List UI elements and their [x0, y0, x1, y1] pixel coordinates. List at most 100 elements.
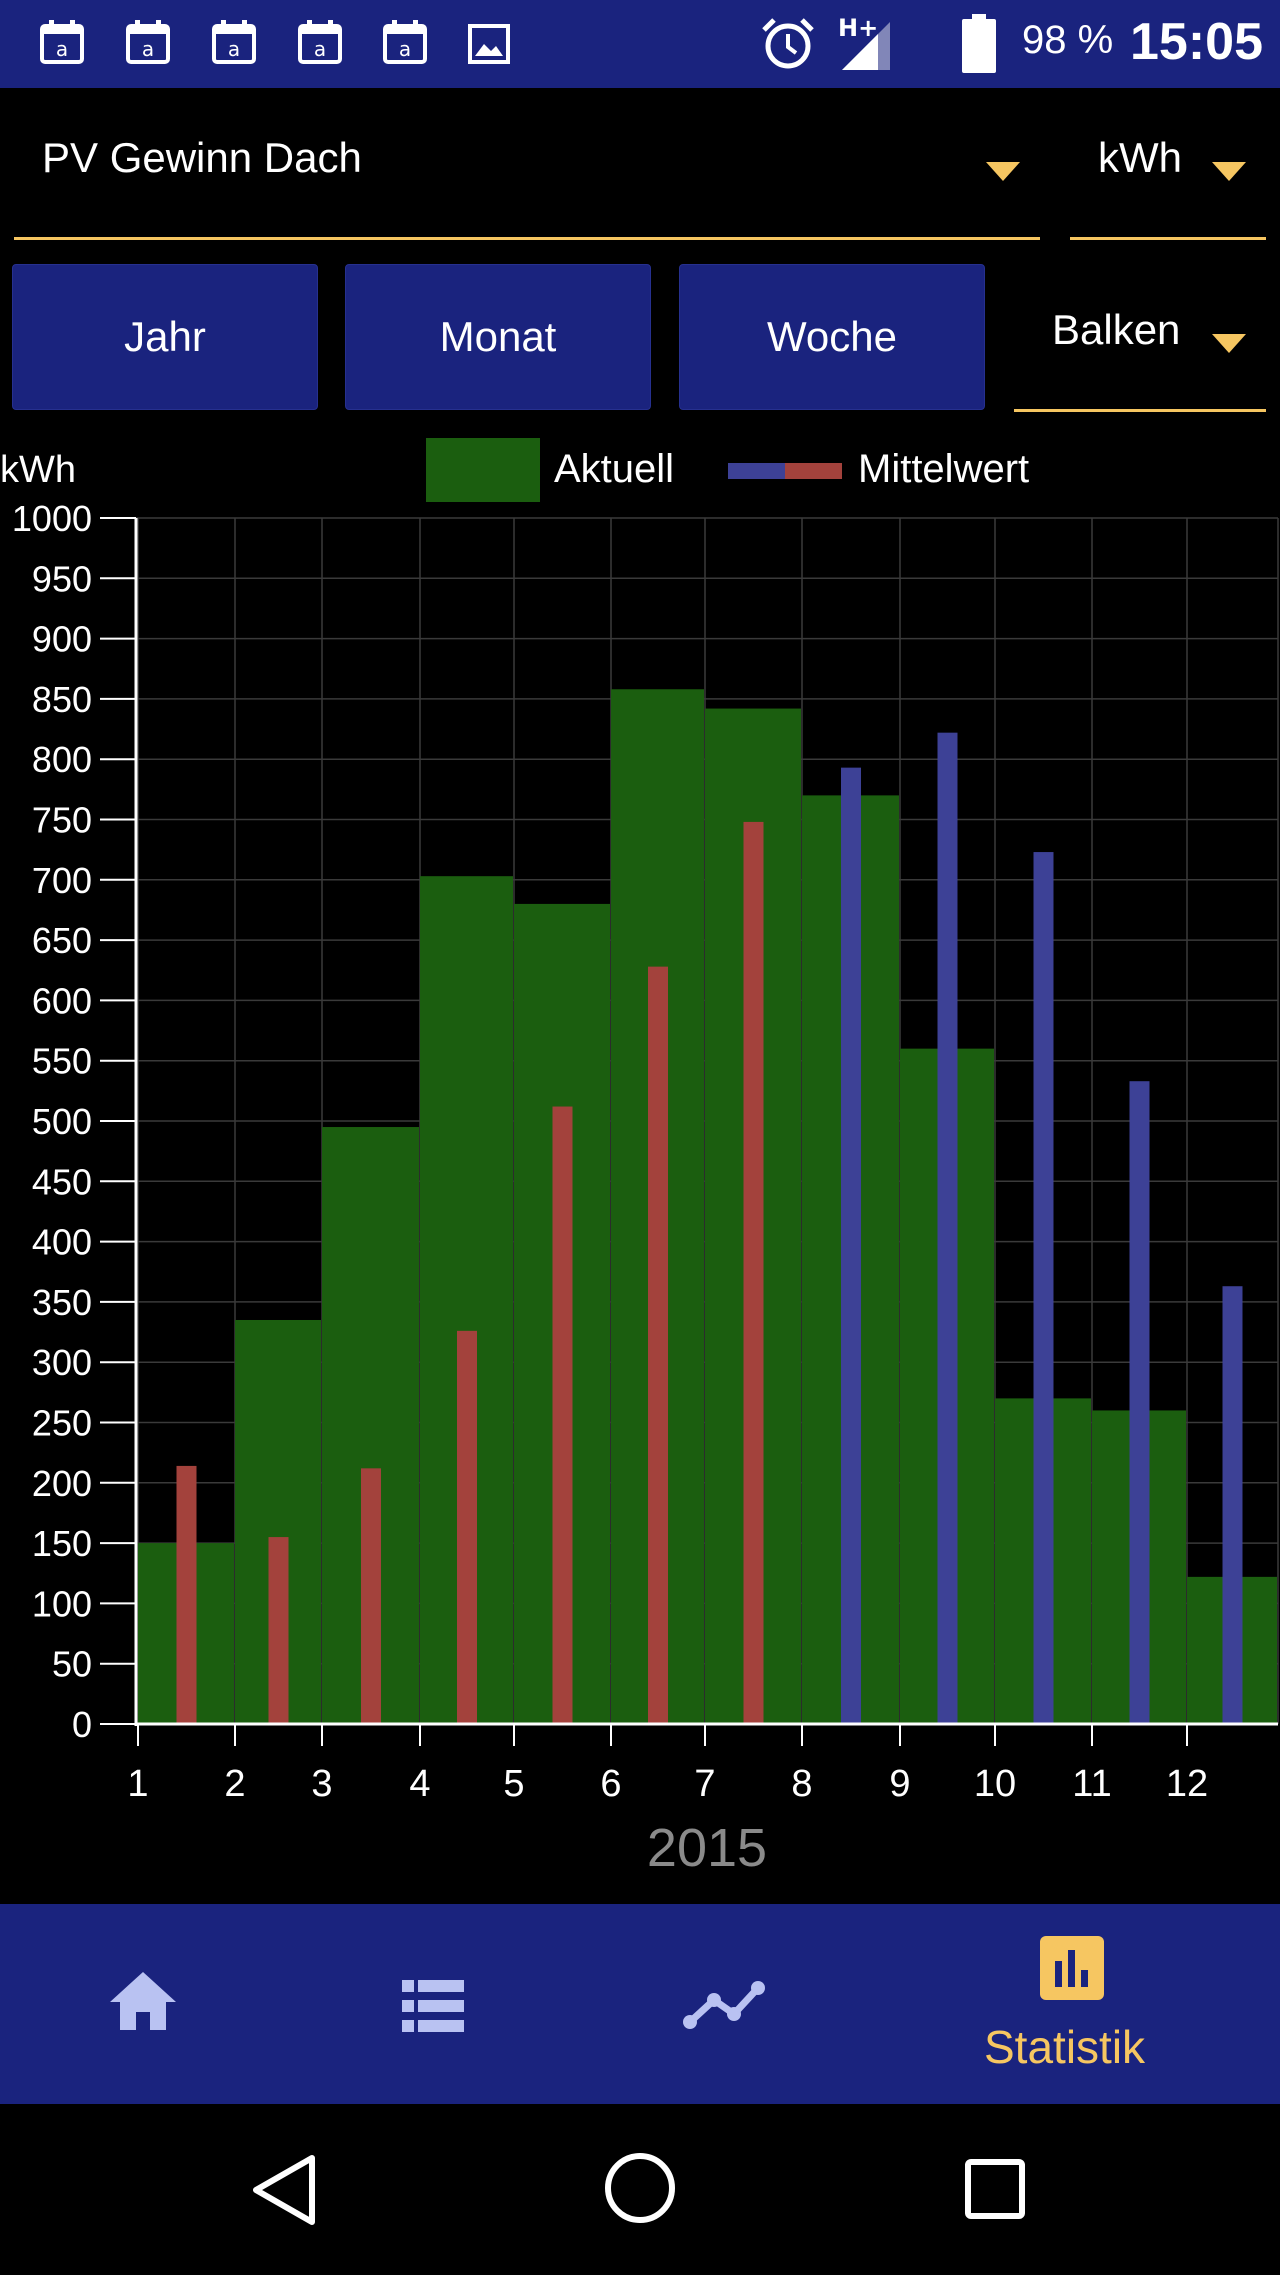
calendar-icon: a: [126, 20, 170, 64]
x-tick-label: 9: [889, 1763, 910, 1805]
svg-text:a: a: [56, 37, 68, 61]
svg-text:a: a: [228, 37, 240, 61]
y-tick-label: 450: [32, 1161, 92, 1202]
bar-mittelwert: [937, 732, 958, 1724]
battery-icon: [962, 14, 996, 73]
bar-mittelwert: [1222, 1286, 1243, 1724]
signal-icon: H+: [838, 14, 890, 70]
bar-mittelwert: [457, 1330, 477, 1724]
y-tick-label: 1000: [12, 498, 92, 539]
list-icon: [402, 1980, 464, 2032]
week-button[interactable]: Woche: [679, 264, 985, 410]
svg-text:a: a: [399, 37, 411, 61]
y-tick-label: 150: [32, 1523, 92, 1564]
chevron-down-icon: [1212, 162, 1246, 181]
source-dropdown[interactable]: PV Gewinn Dach: [14, 110, 1040, 240]
bar-mittelwert: [176, 1465, 197, 1724]
chart-type-dropdown-value: Balken: [1052, 306, 1181, 353]
y-axis-label: kWh: [0, 449, 76, 491]
x-tick-label: 2: [224, 1763, 245, 1805]
bar-mittelwert: [268, 1537, 289, 1724]
calendar-icon: a: [298, 20, 342, 64]
system-navigation-bar: [0, 2104, 1280, 2275]
dropdown-underline: [14, 237, 1040, 240]
nav-home[interactable]: [0, 1904, 290, 2104]
y-tick-label: 50: [52, 1644, 92, 1685]
nav-trend[interactable]: [580, 1904, 870, 2104]
chevron-down-icon: [1212, 334, 1246, 353]
x-tick-label: 6: [600, 1763, 621, 1805]
bar-mittelwert: [552, 1106, 573, 1724]
unit-dropdown-value: kWh: [1098, 134, 1182, 181]
y-tick-label: 350: [32, 1282, 92, 1323]
y-tick-label: 550: [32, 1041, 92, 1082]
unit-dropdown[interactable]: kWh: [1070, 110, 1266, 240]
x-tick-label: 12: [1166, 1763, 1208, 1805]
calendar-icon: a: [212, 20, 256, 64]
home-circle-icon[interactable]: [604, 2152, 676, 2224]
nav-list[interactable]: [290, 1904, 580, 2104]
y-tick-label: 100: [32, 1583, 92, 1624]
recents-icon[interactable]: [964, 2158, 1026, 2220]
dropdown-underline: [1070, 237, 1266, 240]
home-icon: [110, 1972, 176, 2030]
chart-type-dropdown[interactable]: Balken: [1014, 276, 1266, 412]
network-type-label: H+: [838, 14, 878, 42]
legend-label-mittelwert: Mittelwert: [858, 447, 1029, 491]
trend-line-icon: [683, 1981, 765, 2029]
chevron-down-icon: [986, 162, 1020, 181]
calendar-icon: a: [383, 20, 427, 64]
y-tick-label: 700: [32, 860, 92, 901]
x-tick-label: 7: [694, 1763, 715, 1805]
y-tick-label: 900: [32, 619, 92, 660]
legend-swatch-aktuell: [426, 438, 540, 502]
y-tick-label: 600: [32, 980, 92, 1021]
x-tick-label: 11: [1072, 1763, 1111, 1805]
svg-text:a: a: [142, 37, 154, 61]
y-tick-label: 250: [32, 1403, 92, 1444]
clock-time: 15:05: [1130, 13, 1263, 71]
bottom-navigation: Statistik: [0, 1904, 1280, 2104]
dropdown-underline: [1014, 409, 1266, 412]
image-icon: [468, 24, 510, 64]
svg-text:a: a: [314, 37, 326, 61]
y-tick-label: 500: [32, 1101, 92, 1142]
legend-swatch-mittelwert-past: [785, 463, 842, 479]
legend-swatch-mittelwert-future: [728, 463, 785, 479]
bar-mittelwert: [841, 767, 861, 1724]
bar-mittelwert: [361, 1468, 381, 1724]
legend-label-aktuell: Aktuell: [554, 447, 674, 491]
month-button[interactable]: Monat: [345, 264, 651, 410]
bar-mittelwert: [1033, 852, 1054, 1724]
monthly-yield-bar-chart: 0 50 100 150 200 250 300 350 400 450 500 550 600 650 7…: [0, 438, 1279, 1870]
y-tick-label: 850: [32, 679, 92, 720]
statistics-icon: [1040, 1936, 1104, 2000]
x-tick-label: 1: [127, 1763, 148, 1805]
x-tick-label: 4: [409, 1763, 430, 1805]
y-tick-label: 650: [32, 920, 92, 961]
battery-percentage: 98 %: [1022, 18, 1114, 62]
status-bar: a a a a a H+ 98 % 15: [0, 0, 1280, 88]
back-icon[interactable]: [250, 2154, 320, 2226]
y-tick-label: 400: [32, 1222, 92, 1263]
y-tick-label: 800: [32, 739, 92, 780]
x-tick-label: 5: [503, 1763, 524, 1805]
bar-mittelwert: [648, 966, 668, 1724]
nav-statistics[interactable]: Statistik: [930, 1904, 1220, 2104]
x-axis-label: 2015: [647, 1818, 767, 1870]
y-tick-label: 0: [72, 1704, 92, 1745]
x-tick-label: 10: [974, 1763, 1016, 1805]
y-tick-label: 300: [32, 1342, 92, 1383]
x-tick-label: 8: [791, 1763, 812, 1805]
source-dropdown-value: PV Gewinn Dach: [42, 134, 362, 181]
x-tick-label: 3: [311, 1763, 332, 1805]
y-tick-label: 750: [32, 800, 92, 841]
calendar-icon: a: [40, 20, 84, 64]
bar-mittelwert: [1129, 1081, 1150, 1724]
nav-statistics-label: Statistik: [984, 2021, 1146, 2073]
y-tick-label: 950: [32, 558, 92, 599]
alarm-clock-icon: [762, 18, 814, 69]
bar-mittelwert: [743, 821, 764, 1724]
y-tick-label: 200: [32, 1463, 92, 1504]
year-button[interactable]: Jahr: [12, 264, 318, 410]
